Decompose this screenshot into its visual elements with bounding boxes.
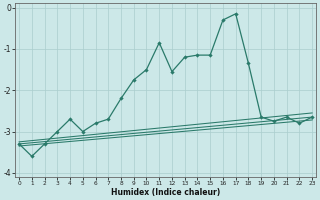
X-axis label: Humidex (Indice chaleur): Humidex (Indice chaleur) xyxy=(111,188,220,197)
